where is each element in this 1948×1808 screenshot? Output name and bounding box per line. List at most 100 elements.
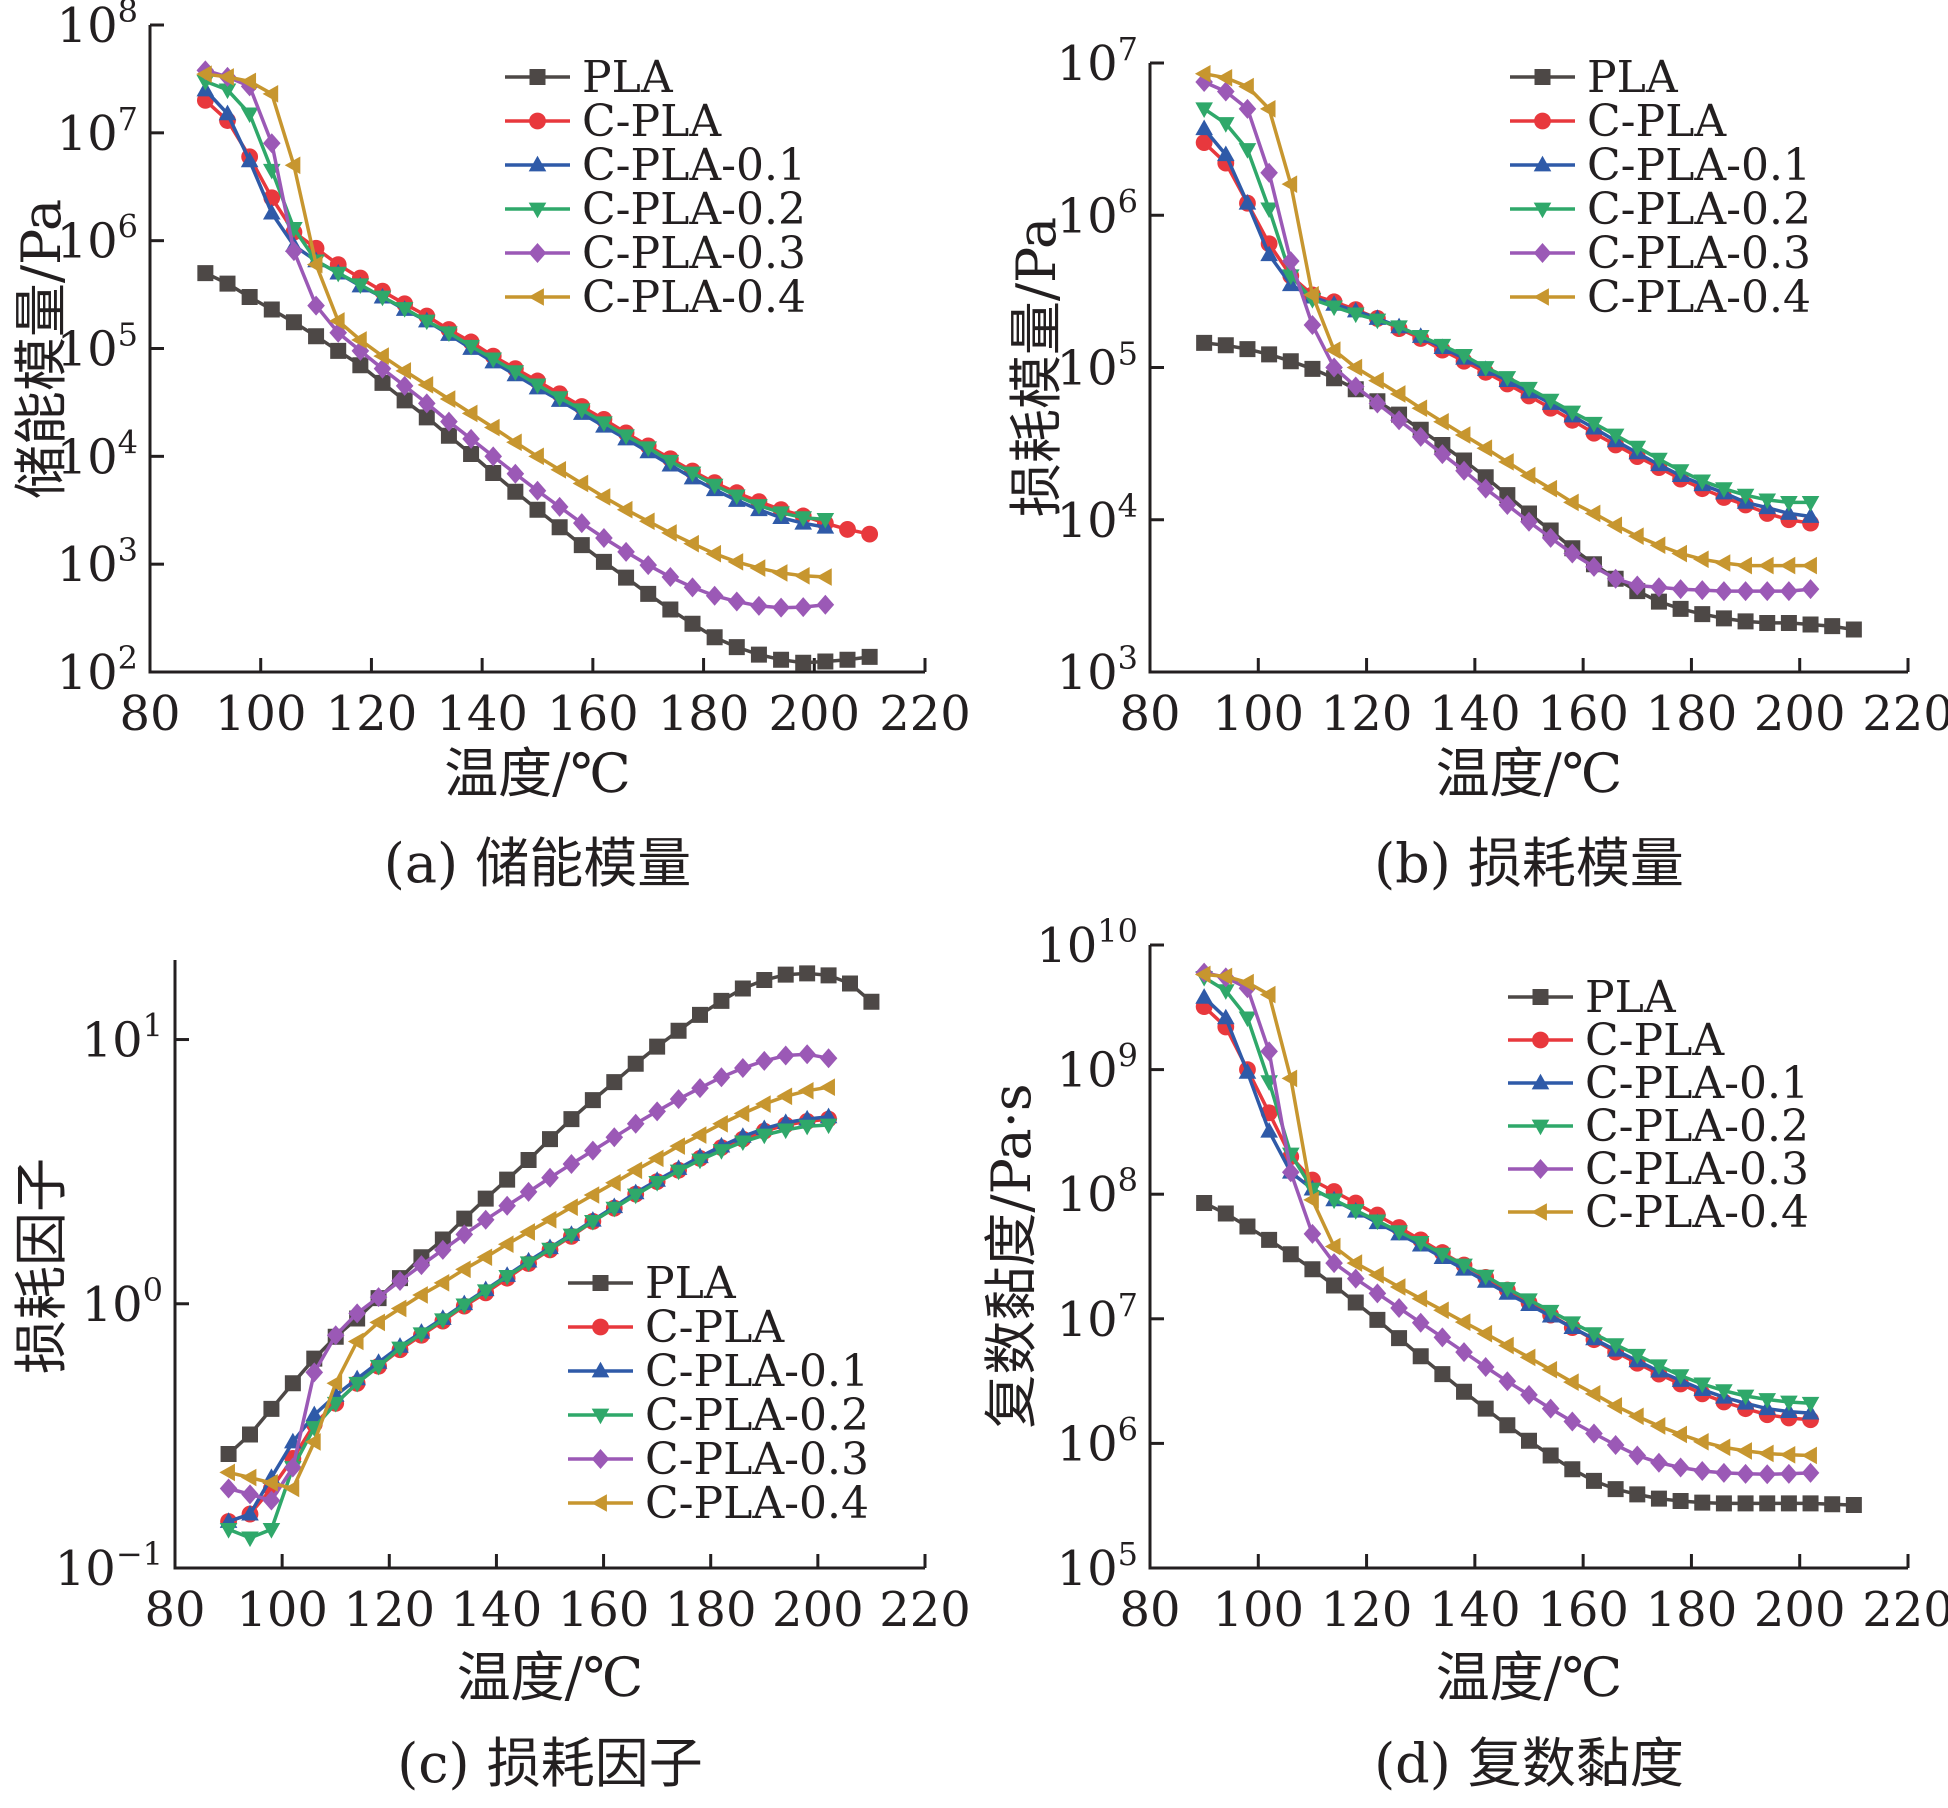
legend: PLAC-PLAC-PLA-0.1C-PLA-0.2C-PLA-0.3C-PLA… <box>1508 972 1809 1238</box>
data-point <box>1563 405 1582 422</box>
data-point <box>572 403 591 420</box>
data-point <box>863 993 880 1010</box>
data-point <box>1498 453 1514 471</box>
data-point <box>550 461 567 479</box>
data-point <box>1411 1312 1430 1333</box>
data-point <box>1261 1231 1278 1248</box>
panel-caption: (a) 储能模量 <box>384 832 692 895</box>
data-point <box>639 441 658 457</box>
y-tick-label: 104 <box>1057 487 1138 549</box>
x-tick-label: 80 <box>144 1582 205 1638</box>
x-tick-label: 180 <box>1646 686 1738 742</box>
data-point <box>1520 1384 1538 1405</box>
data-point <box>1326 370 1343 387</box>
data-point <box>241 289 258 306</box>
x-tick-label: 120 <box>326 686 418 742</box>
data-point <box>733 1104 750 1123</box>
data-point <box>263 1400 280 1417</box>
series-c-pla-0-3 <box>1195 72 1820 602</box>
y-tick-label: 106 <box>57 208 138 270</box>
data-point <box>484 446 503 467</box>
data-point <box>1346 1204 1365 1220</box>
data-point <box>1564 1461 1581 1478</box>
x-tick-label: 100 <box>1212 1582 1304 1638</box>
data-point <box>1455 1258 1473 1275</box>
data-point <box>1606 516 1623 535</box>
data-point <box>750 595 768 616</box>
data-point <box>1195 102 1213 119</box>
legend-marker <box>1534 69 1551 85</box>
data-point <box>1238 193 1257 210</box>
legend-label: C-PLA <box>645 1302 785 1353</box>
x-tick-label: 100 <box>236 1582 328 1638</box>
data-point <box>542 1131 558 1148</box>
x-tick-label: 200 <box>772 1582 864 1638</box>
data-point <box>794 597 813 618</box>
data-point <box>669 1137 685 1155</box>
data-point <box>374 374 391 391</box>
x-tick-label: 220 <box>1862 686 1948 742</box>
data-point <box>728 639 745 656</box>
legend-label: C-PLA-0.2 <box>645 1390 869 1441</box>
data-point <box>308 328 325 345</box>
data-point <box>861 648 878 665</box>
data-point <box>1672 600 1689 617</box>
data-point <box>684 615 701 632</box>
legend-item-c-pla-0-3: C-PLA-0.3 <box>505 228 806 279</box>
data-point <box>1282 1246 1299 1263</box>
data-point <box>1541 1398 1560 1419</box>
data-point <box>1369 1311 1386 1328</box>
x-tick-label: 180 <box>665 1582 757 1638</box>
data-point <box>326 1374 343 1393</box>
data-point <box>351 278 370 294</box>
x-tick-label: 200 <box>1754 686 1846 742</box>
data-point <box>563 1111 580 1128</box>
data-point <box>497 1235 514 1254</box>
data-point <box>605 1201 624 1218</box>
y-tick-label: 107 <box>1057 30 1138 92</box>
data-point <box>1824 1496 1841 1513</box>
data-point <box>1217 117 1235 133</box>
legend-marker <box>1532 1031 1549 1049</box>
data-point <box>776 1045 795 1066</box>
chart-panel-3: 80 100 120 140 160 180 200 220 10−1 100 101 温度/℃ 损耗因… <box>10 960 971 1795</box>
data-point <box>1563 1373 1579 1391</box>
data-point <box>1238 1063 1257 1079</box>
data-point <box>1238 77 1254 96</box>
data-point <box>519 1256 538 1272</box>
data-point <box>734 1135 752 1152</box>
data-point <box>1390 410 1408 431</box>
data-point <box>1304 360 1321 377</box>
legend-label: C-PLA-0.4 <box>1585 1187 1809 1238</box>
legend-label: C-PLA-0.4 <box>582 272 806 323</box>
data-point <box>713 992 730 1009</box>
data-point <box>1758 1444 1774 1463</box>
data-point <box>262 85 279 103</box>
data-point <box>476 1284 495 1300</box>
data-point <box>562 1154 581 1175</box>
data-point <box>595 553 612 570</box>
data-point <box>661 524 677 542</box>
x-tick-label: 120 <box>1321 686 1413 742</box>
series-pla <box>197 265 878 671</box>
data-point <box>1521 1432 1537 1449</box>
data-point <box>1607 1481 1624 1498</box>
legend-label: C-PLA-0.1 <box>1587 140 1811 191</box>
legend-marker <box>1531 1073 1550 1090</box>
data-point <box>734 980 751 997</box>
data-point <box>1476 1357 1495 1378</box>
data-point <box>347 1332 364 1351</box>
data-point <box>1368 1283 1387 1304</box>
data-point <box>1779 556 1796 575</box>
legend-marker <box>1534 112 1551 130</box>
data-point <box>326 1325 345 1346</box>
data-point <box>463 446 480 463</box>
data-point <box>1303 315 1322 336</box>
legend-label: C-PLA <box>582 96 722 147</box>
data-point <box>1239 1218 1256 1235</box>
legend-item-c-pla-0-2: C-PLA-0.2 <box>568 1390 869 1441</box>
x-tick-label: 120 <box>343 1582 435 1638</box>
data-point <box>756 972 773 989</box>
y-tick-label: 105 <box>1057 1535 1138 1597</box>
data-point <box>1216 967 1233 986</box>
